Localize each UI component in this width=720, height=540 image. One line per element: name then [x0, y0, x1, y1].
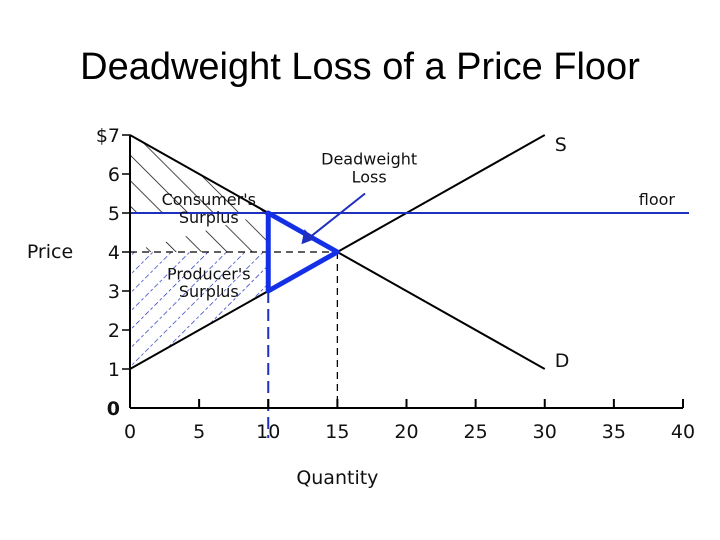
y-tick-label: 6 — [108, 164, 120, 186]
x-tick-label: 25 — [464, 421, 488, 443]
x-tick-label: 35 — [602, 421, 626, 443]
y-tick-label: $7 — [96, 125, 120, 147]
y-tick-label: 1 — [108, 359, 120, 381]
consumer-surplus-lower-area — [130, 213, 269, 252]
deadweight-arrow-shaft — [306, 192, 366, 240]
annotation-text: Producer's — [167, 264, 251, 283]
x-tick-label: 0 — [124, 421, 136, 443]
x-tick-label: 15 — [325, 421, 349, 443]
x-tick-label: 10 — [256, 421, 280, 443]
x-tick-label: 30 — [533, 421, 557, 443]
annotation-text: Loss — [352, 168, 387, 187]
supply-label: S — [555, 134, 567, 156]
x-axis-title: Quantity — [296, 467, 378, 489]
y-tick-label: 3 — [108, 281, 120, 303]
deadweight-arrow-head — [301, 229, 315, 245]
x-tick-label: 40 — [671, 421, 695, 443]
floor-label: floor — [639, 190, 676, 209]
y-axis-title: Price — [27, 241, 73, 263]
producer-surplus-area — [130, 252, 269, 369]
x-tick-label: 5 — [193, 421, 205, 443]
y-tick-label: 4 — [108, 242, 120, 264]
annotation-text: Surplus — [179, 282, 239, 301]
annotation-text: Deadweight — [321, 149, 417, 168]
deadweight-loss-triangle — [265, 210, 340, 294]
x-tick-label: 20 — [394, 421, 418, 443]
annotation-text: Consumer's — [162, 190, 256, 209]
slide-title: Deadweight Loss of a Price Floor — [80, 46, 640, 88]
y-tick-label: 0 — [107, 398, 120, 420]
y-tick-label: 2 — [108, 320, 120, 342]
demand-label: D — [555, 350, 570, 372]
annotation-text: Surplus — [179, 208, 239, 227]
y-tick-label: 5 — [108, 203, 120, 225]
